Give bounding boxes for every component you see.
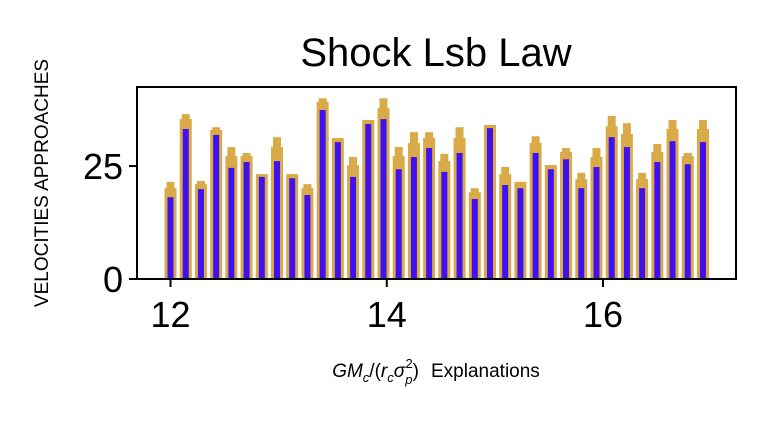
xlabel-math-5: σ bbox=[394, 361, 407, 382]
bar-blue bbox=[699, 142, 706, 279]
xlabel-math-2: /( bbox=[369, 361, 381, 382]
bar-blue bbox=[563, 159, 570, 279]
bar-blue bbox=[395, 169, 402, 279]
bar-blue bbox=[365, 124, 372, 279]
bar-blue bbox=[669, 141, 676, 279]
xlabel-text: Explanations bbox=[431, 361, 540, 382]
bar-blue bbox=[639, 188, 646, 279]
bars-group bbox=[164, 98, 709, 280]
bar-group-29 bbox=[605, 115, 618, 280]
xlabel-math-8: ) bbox=[413, 361, 419, 382]
bar-group-23 bbox=[514, 181, 527, 279]
bar-blue bbox=[654, 161, 661, 279]
bar-blue bbox=[197, 189, 204, 279]
x-axis-label: GMc/(rcσp2) Explanations bbox=[332, 356, 540, 387]
bar-group-28 bbox=[590, 147, 603, 279]
bar-group-7 bbox=[271, 137, 284, 279]
xlabel-math-7: 2 bbox=[405, 356, 412, 371]
bar-blue bbox=[274, 161, 281, 279]
ticks-group: 12 14 16 0 25 bbox=[83, 146, 623, 335]
bar-group-18 bbox=[438, 153, 451, 279]
plot-frame bbox=[136, 86, 737, 280]
bar-group-25 bbox=[544, 165, 557, 279]
bar-blue bbox=[380, 119, 387, 280]
bar-blue bbox=[410, 157, 417, 279]
bar-blue bbox=[228, 167, 235, 279]
bar-blue bbox=[304, 194, 311, 279]
bar-group-34 bbox=[681, 152, 694, 279]
xlabel-math-4: c bbox=[387, 370, 394, 385]
bar-group-22 bbox=[499, 166, 512, 279]
y-axis-label: VELOCITIES APPROACHES bbox=[32, 59, 53, 307]
bar-group-12 bbox=[347, 157, 360, 279]
bar-blue bbox=[441, 171, 448, 279]
bar-group-15 bbox=[392, 147, 405, 279]
bar-blue bbox=[289, 178, 296, 279]
bar-group-10 bbox=[316, 98, 329, 279]
bar-blue bbox=[258, 176, 265, 279]
y-tick-label: 0 bbox=[103, 259, 123, 300]
bar-group-33 bbox=[666, 119, 679, 279]
bar-blue bbox=[456, 152, 463, 279]
bar-blue bbox=[684, 164, 691, 279]
bar-group-30 bbox=[620, 123, 633, 279]
bar-blue bbox=[517, 188, 524, 279]
bar-blue bbox=[213, 134, 220, 279]
bar-group-26 bbox=[560, 147, 573, 279]
bar-blue bbox=[547, 169, 554, 279]
bar-blue bbox=[623, 147, 630, 279]
bar-group-0 bbox=[164, 181, 177, 279]
bar-blue bbox=[319, 110, 326, 279]
bar-group-1 bbox=[179, 114, 192, 280]
bar-blue bbox=[608, 137, 615, 279]
bar-group-24 bbox=[529, 136, 542, 279]
bar-blue bbox=[243, 161, 250, 279]
bar-group-27 bbox=[575, 172, 588, 279]
chart-title: Shock Lsb Law bbox=[300, 31, 571, 75]
bar-blue bbox=[486, 128, 493, 279]
bar-blue bbox=[182, 129, 189, 279]
bar-group-3 bbox=[210, 127, 223, 279]
bar-group-14 bbox=[377, 98, 390, 280]
bar-blue bbox=[334, 142, 341, 279]
bar-group-20 bbox=[468, 188, 481, 279]
bar-blue bbox=[532, 152, 539, 279]
bar-group-4 bbox=[225, 147, 238, 279]
bar-group-21 bbox=[483, 124, 496, 279]
bar-group-5 bbox=[240, 152, 253, 279]
bar-group-11 bbox=[331, 138, 344, 279]
xlabel-math-0: GM bbox=[332, 361, 363, 382]
x-tick-label: 12 bbox=[150, 294, 190, 335]
bar-group-31 bbox=[636, 172, 649, 279]
bar-blue bbox=[167, 197, 174, 279]
xlabel-math-6: p bbox=[404, 372, 412, 387]
x-tick-label: 14 bbox=[367, 294, 407, 335]
bar-group-13 bbox=[362, 119, 375, 279]
bar-group-17 bbox=[423, 132, 436, 279]
bar-blue bbox=[471, 199, 478, 279]
y-tick-label: 25 bbox=[83, 146, 123, 187]
bar-blue bbox=[578, 188, 585, 279]
bar-group-19 bbox=[453, 127, 466, 279]
xlabel-math-3: r bbox=[381, 361, 388, 382]
bar-group-35 bbox=[696, 119, 709, 279]
xlabel-math-1: c bbox=[363, 370, 370, 385]
bar-group-2 bbox=[194, 180, 207, 279]
bar-group-9 bbox=[301, 184, 314, 279]
bar-blue bbox=[426, 147, 433, 279]
x-tick-label: 16 bbox=[583, 294, 623, 335]
bar-group-8 bbox=[286, 174, 299, 279]
bar-group-16 bbox=[407, 132, 420, 279]
bar-blue bbox=[593, 166, 600, 279]
bar-blue bbox=[350, 176, 357, 279]
bar-group-6 bbox=[255, 174, 268, 279]
bar-group-32 bbox=[651, 143, 664, 279]
bar-blue bbox=[502, 185, 509, 279]
